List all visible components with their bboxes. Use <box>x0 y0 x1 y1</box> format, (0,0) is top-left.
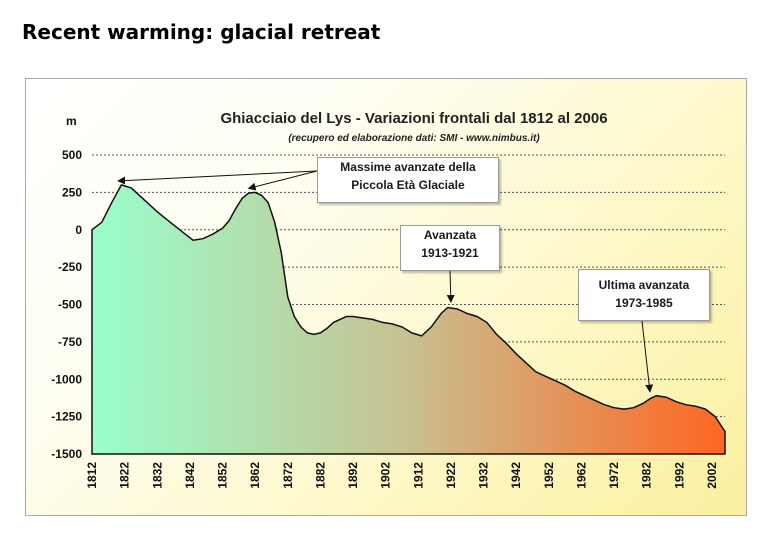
x-tick-label: 1962 <box>574 462 588 489</box>
x-tick-label: 1922 <box>444 462 458 489</box>
x-tick-label: 1822 <box>118 462 132 489</box>
x-tick-label: 1912 <box>411 462 425 489</box>
annotation-arrow <box>641 320 654 393</box>
x-tick-label: 1812 <box>85 462 99 489</box>
x-tick-label: 1982 <box>640 462 654 489</box>
x-tick-label: 1882 <box>313 462 327 489</box>
annotation-last-advance-1973-1985: Ultima avanzata 1973-1985 <box>578 269 710 321</box>
y-tick-label: -750 <box>58 335 82 349</box>
annotation-line: Ultima avanzata <box>598 278 690 292</box>
y-tick-labels: 500 250 0 -250 -500 -750 -1000 -1250 -1500 <box>51 148 82 461</box>
y-tick-label: -250 <box>58 260 82 274</box>
slide-title: Recent warming: glacial retreat <box>22 20 381 44</box>
y-axis-unit-label: m <box>66 114 77 128</box>
x-tick-label: 1872 <box>281 462 295 489</box>
glacier-front-area <box>91 184 726 455</box>
y-tick-label: -1000 <box>51 372 82 386</box>
x-tick-label: 1892 <box>346 462 360 489</box>
x-tick-label: 1942 <box>509 462 523 489</box>
annotation-advance-1913-1921: Avanzata 1913-1921 <box>400 225 500 271</box>
annotation-arrows <box>117 170 654 393</box>
y-tick-label: 500 <box>62 148 82 162</box>
annotation-line: Massime avanzate della <box>340 160 476 174</box>
annotation-arrow <box>247 170 318 191</box>
x-tick-label: 1852 <box>216 462 230 489</box>
y-tick-label: -1500 <box>51 447 82 461</box>
x-tick-labels: 1812 1822 1832 1842 1852 1862 1872 1882 1892 1902… <box>85 462 719 489</box>
annotation-arrow <box>446 270 455 303</box>
y-tick-label: 250 <box>62 185 82 199</box>
x-tick-label: 1952 <box>542 462 556 489</box>
chart-frame: Ghiacciaio del Lys - Variazioni frontali… <box>25 78 747 516</box>
y-tick-label: 0 <box>75 223 82 237</box>
x-tick-label: 1972 <box>607 462 621 489</box>
annotation-little-ice-age: Massime avanzate della Piccola Età Glaci… <box>317 157 499 203</box>
chart-title: Ghiacciaio del Lys - Variazioni frontali… <box>220 110 607 127</box>
annotation-line: 1973-1985 <box>615 296 673 310</box>
x-tick-label: 1932 <box>477 462 491 489</box>
x-tick-label: 1862 <box>248 462 262 489</box>
glacier-area-chart: Ghiacciaio del Lys - Variazioni frontali… <box>51 110 726 489</box>
y-tick-label: -1250 <box>51 410 82 424</box>
y-tick-label: -500 <box>58 298 82 312</box>
x-tick-label: 2002 <box>705 462 719 489</box>
area-layer <box>91 184 726 455</box>
annotation-line: Piccola Età Glaciale <box>351 178 465 192</box>
annotation-line: 1913-1921 <box>421 246 479 260</box>
annotation-line: Avanzata <box>423 228 477 242</box>
x-tick-label: 1842 <box>183 462 197 489</box>
x-tick-label: 1992 <box>672 462 686 489</box>
x-tick-label: 1832 <box>150 462 164 489</box>
x-tick-label: 1902 <box>379 462 393 489</box>
annotation-arrow <box>117 170 318 185</box>
chart-subtitle: (recupero ed elaborazione dati: SMI - ww… <box>288 133 540 144</box>
